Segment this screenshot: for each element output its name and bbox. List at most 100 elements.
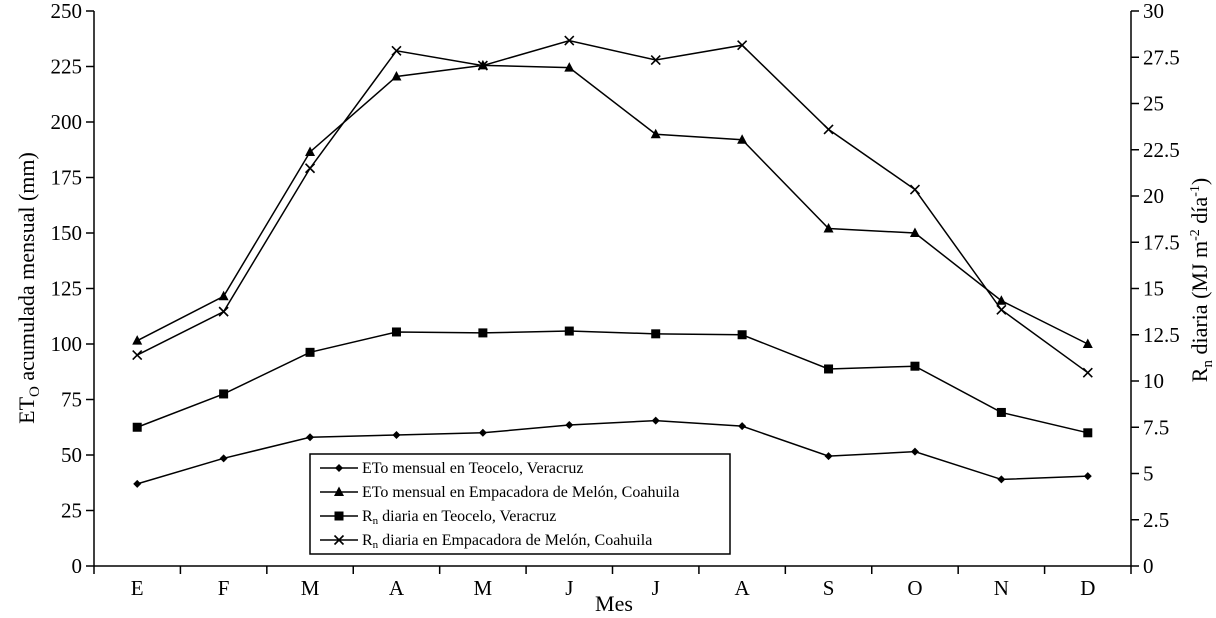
data-point — [650, 128, 661, 139]
legend-label-sub: n — [373, 515, 379, 527]
y-right-tick-label: 2.5 — [1143, 508, 1169, 532]
data-point — [1082, 338, 1093, 348]
y-right-tick-label: 30 — [1143, 0, 1164, 23]
legend-label-rest: diaria en Empacadora de Melón, Coahuila — [378, 532, 652, 549]
data-point — [218, 306, 229, 317]
x-tick-label: N — [994, 576, 1009, 600]
data-point — [564, 62, 575, 72]
y-left-tick-label: 0 — [72, 554, 83, 578]
data-point — [737, 134, 748, 144]
legend-label: Rn diaria en Empacadora de Melón, Coahui… — [362, 532, 652, 551]
data-point — [478, 328, 488, 338]
y-left-title-rest: acumulada mensual (mm) — [14, 152, 39, 386]
data-point — [651, 416, 660, 425]
x-tick-label: M — [474, 576, 493, 600]
data-point — [1082, 367, 1093, 378]
y-right-tick-label: 22.5 — [1143, 138, 1180, 162]
data-point — [391, 327, 401, 337]
data-point — [392, 431, 401, 440]
data-point — [219, 389, 229, 399]
x-tick-label: S — [823, 576, 835, 600]
y-right-title-sup1: -2 — [1188, 229, 1203, 241]
y-left-tick-label: 75 — [61, 388, 82, 412]
y-left-tick-label: 25 — [61, 499, 82, 523]
series-line — [136, 419, 1088, 485]
data-point — [305, 347, 315, 357]
y-right-tick-label: 27.5 — [1143, 45, 1180, 69]
legend-label-main: ETo mensual en Teocelo, Veracruz — [362, 460, 584, 477]
x-tick-label: A — [735, 576, 751, 600]
data-point — [132, 350, 143, 361]
x-tick-label: D — [1080, 576, 1095, 600]
y-right-title-p1: R — [1187, 367, 1212, 382]
y-right-title-p4: ) — [1187, 178, 1212, 185]
legend-label: ETo mensual en Empacadora de Melón, Coah… — [362, 484, 679, 501]
axes: 0 25 50 75 100 125 150 175 200 225 250 0 2.5 5 7.5 10 12… — [51, 0, 1180, 600]
legend-item-2: ETo mensual en Empacadora de Melón, Coah… — [320, 484, 679, 501]
data-point — [823, 223, 834, 233]
data-point — [565, 421, 574, 430]
data-point — [1083, 428, 1093, 438]
legend-label-main: ETo mensual en Empacadora de Melón, Coah… — [362, 484, 679, 501]
series-4 — [132, 35, 1093, 378]
data-point — [391, 70, 402, 81]
y-left-tick-label: 150 — [51, 221, 83, 245]
data-point — [651, 329, 661, 339]
legend-marker — [333, 534, 345, 546]
data-point — [133, 479, 142, 488]
y-right-tick-label: 20 — [1143, 184, 1164, 208]
y-right-tick-label: 12.5 — [1143, 323, 1180, 347]
data-point — [132, 422, 142, 432]
data-point — [996, 295, 1007, 305]
y-right-title-p2: diaria (MJ m — [1187, 241, 1212, 360]
data-point — [132, 335, 143, 345]
series-1 — [133, 416, 1092, 488]
data-point — [306, 433, 315, 442]
data-point — [737, 40, 748, 51]
legend-label-main: R — [362, 508, 373, 525]
y-axis-right-title: Rn diaria (MJ m-2 día-1) — [1187, 178, 1216, 382]
data-point — [996, 304, 1007, 315]
y-left-tick-label: 100 — [51, 332, 83, 356]
data-point — [909, 227, 920, 237]
y-right-tick-label: 0 — [1143, 554, 1154, 578]
data-point — [305, 146, 316, 156]
legend-label-rest: diaria en Teocelo, Veracruz — [378, 508, 556, 525]
legend-item-4: Rn diaria en Empacadora de Melón, Coahui… — [320, 532, 652, 551]
data-point — [910, 447, 919, 456]
y-left-tick-label: 225 — [51, 55, 83, 79]
y-right-title-sub1: n — [1200, 360, 1216, 368]
series-layer — [132, 35, 1093, 488]
legend-label-main: R — [362, 532, 373, 549]
y-left-tick-label: 50 — [61, 443, 82, 467]
x-tick-label: O — [907, 576, 922, 600]
data-point — [564, 35, 575, 46]
legend-label-sub: n — [373, 539, 379, 551]
x-tick-label: J — [565, 576, 573, 600]
x-tick-label: M — [301, 576, 320, 600]
series-3 — [132, 326, 1093, 438]
y-left-tick-label: 200 — [51, 110, 83, 134]
legend-label: Rn diaria en Teocelo, Veracruz — [362, 508, 556, 527]
y-right-tick-label: 15 — [1143, 277, 1164, 301]
data-point — [737, 330, 747, 340]
y-right-title-p3: día — [1187, 197, 1212, 230]
x-tick-label: A — [389, 576, 405, 600]
y-right-tick-label: 10 — [1143, 369, 1164, 393]
data-point — [218, 290, 229, 301]
y-left-title-sub: O — [27, 386, 43, 397]
y-axis-left-title: ETO acumulada mensual (mm) — [14, 152, 43, 424]
legend-label: ETo mensual en Teocelo, Veracruz — [362, 460, 584, 477]
data-point — [824, 452, 833, 461]
y-right-tick-label: 7.5 — [1143, 415, 1169, 439]
data-point — [477, 60, 488, 71]
data-point — [738, 422, 747, 431]
data-point — [564, 326, 574, 336]
series-2 — [132, 59, 1093, 348]
legend-items: ETo mensual en Teocelo, Veracruz ETo mens… — [320, 460, 679, 551]
data-point — [910, 361, 920, 371]
y-left-tick-label: 175 — [51, 166, 83, 190]
legend-marker — [335, 464, 343, 472]
y-right-tick-label: 17.5 — [1143, 230, 1180, 254]
y-left-title-base: ET — [14, 396, 39, 423]
